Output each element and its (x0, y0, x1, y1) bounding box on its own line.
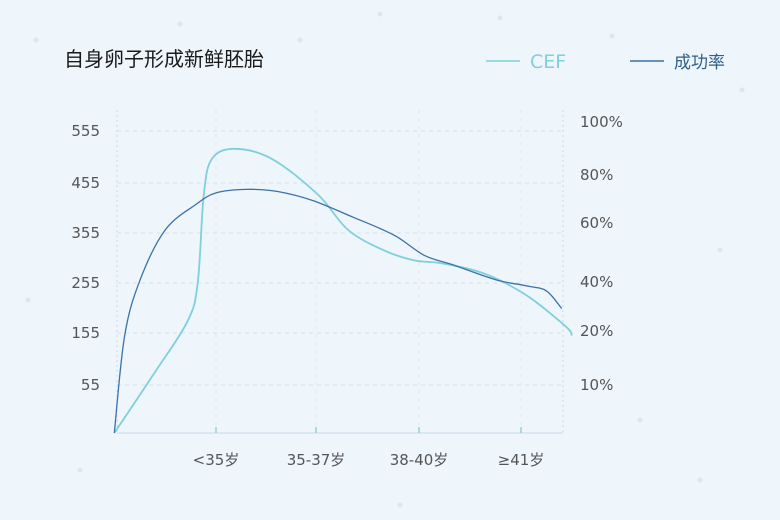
chart-title: 自身卵子形成新鲜胚胎 (64, 47, 264, 71)
y-right-tick-label: 40% (580, 273, 613, 291)
background-dot (739, 87, 745, 93)
background-dot (497, 15, 503, 21)
y-right-tick-label: 60% (580, 214, 613, 232)
background-dot (77, 467, 83, 473)
background-dot (297, 37, 303, 43)
y-left-tick-label: 255 (71, 274, 100, 292)
y-left-tick-label: 555 (71, 122, 100, 140)
background-dot (177, 21, 183, 27)
series-line-cef (113, 147, 573, 434)
background-dot (377, 11, 383, 17)
background-dot (25, 297, 31, 303)
y-left-tick-label: 155 (71, 324, 100, 342)
y-right-tick-label: 10% (580, 376, 613, 394)
x-tick-label: 38-40岁 (390, 451, 449, 469)
x-tick-label: 35-37岁 (287, 451, 346, 469)
x-tick-label: <35岁 (193, 451, 240, 469)
y-left-tick-label: 455 (71, 174, 100, 192)
x-tick-label: ≥41岁 (498, 451, 545, 469)
y-left-tick-label: 55 (81, 376, 100, 394)
background-dot (33, 37, 39, 43)
legend-label: CEF (530, 51, 566, 73)
background-dot (609, 33, 615, 39)
y-right-tick-label: 100% (580, 113, 623, 131)
background-dot (637, 417, 643, 423)
series-line-success-rate (113, 188, 563, 434)
background-dot (397, 502, 403, 508)
y-left-tick-label: 355 (71, 224, 100, 242)
background-dot (697, 477, 703, 483)
y-right-tick-label: 80% (580, 166, 613, 184)
y-right-tick-label: 20% (580, 322, 613, 340)
legend-label: 成功率 (674, 53, 725, 73)
background-dot (717, 247, 723, 253)
